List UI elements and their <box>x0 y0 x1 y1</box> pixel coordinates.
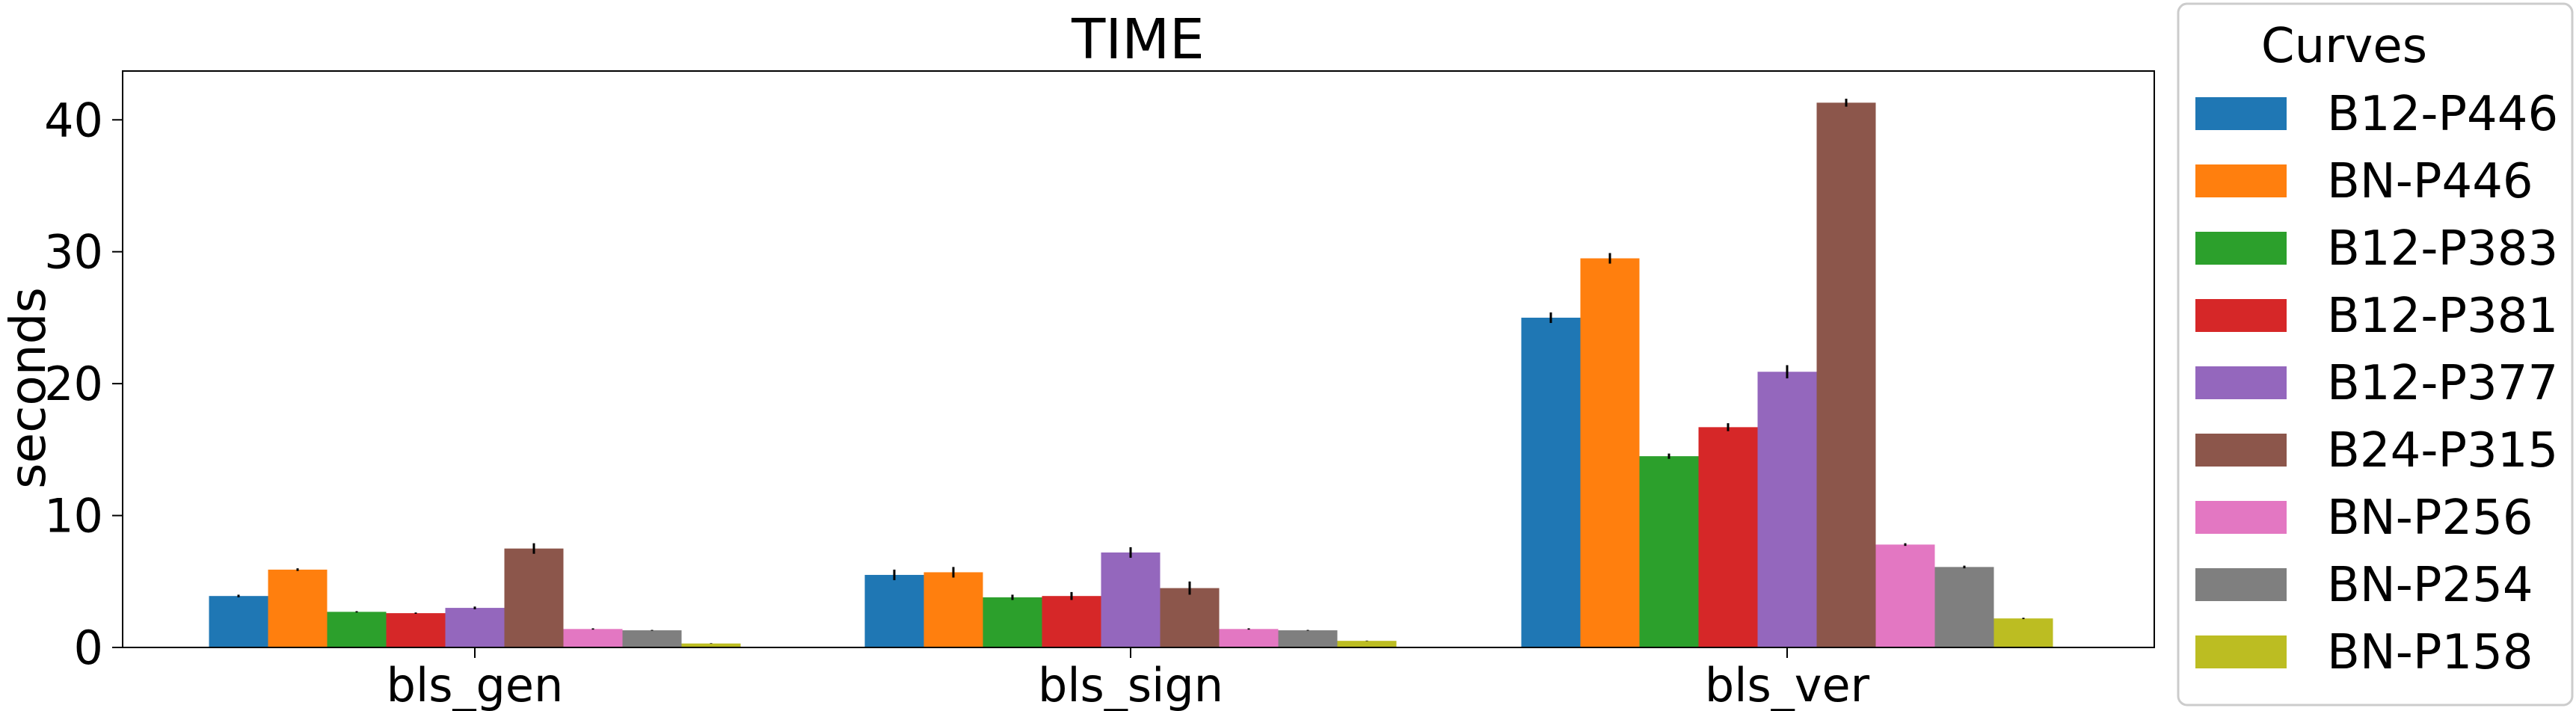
legend-label: B24-P315 <box>2327 423 2558 478</box>
bar-b12-p446-bls-ver <box>1521 317 1581 647</box>
plot-area: 0 10 20 30 40 bls_gen bls_sign bls_ver <box>44 70 2155 711</box>
legend-item-b24-p315: B24-P315 <box>2195 423 2558 478</box>
bar-bn-p158-bls-ver <box>1994 618 2053 647</box>
legend-label: B12-P377 <box>2327 356 2558 411</box>
legend-label: BN-P158 <box>2327 625 2533 680</box>
bar-bn-p254-bls-gen <box>622 630 682 647</box>
bar-bn-p158-bls-sign <box>1337 641 1397 647</box>
y-axis-label: seconds <box>0 287 57 489</box>
bar-b12-p383-bls-sign <box>983 597 1042 647</box>
bar-b12-p383-bls-gen <box>327 612 387 647</box>
x-tick-label: bls_ver <box>1705 658 1870 711</box>
x-tick-label: bls_sign <box>1038 658 1223 711</box>
bar-b24-p315-bls-gen <box>504 548 564 647</box>
bar-bn-p446-bls-ver <box>1580 258 1640 647</box>
y-tick-label: 20 <box>44 357 103 411</box>
bar-bn-p446-bls-sign <box>923 572 983 647</box>
legend-swatch <box>2195 97 2287 130</box>
bar-bn-p256-bls-ver <box>1875 544 1935 647</box>
legend-label: B12-P446 <box>2327 87 2558 142</box>
legend-item-b12-p381: B12-P381 <box>2195 289 2558 344</box>
legend-item-bn-p446: BN-P446 <box>2195 154 2533 209</box>
legend-label: BN-P256 <box>2327 490 2533 546</box>
legend-swatch <box>2195 434 2287 467</box>
bar-b12-p377-bls-ver <box>1757 372 1817 647</box>
legend-title: Curves <box>2261 19 2427 74</box>
legend-swatch <box>2195 501 2287 534</box>
legend-item-b12-p446: B12-P446 <box>2195 87 2558 142</box>
y-tick-label: 10 <box>44 489 103 544</box>
bar-b12-p381-bls-sign <box>1042 596 1101 647</box>
bar-b12-p381-bls-ver <box>1698 427 1758 647</box>
legend-swatch <box>2195 568 2287 601</box>
bar-group <box>209 102 2053 647</box>
bar-bn-p254-bls-ver <box>1934 567 1994 647</box>
bar-bn-p256-bls-gen <box>563 629 623 647</box>
y-axis: 0 10 20 30 40 <box>44 93 123 675</box>
bar-b12-p446-bls-gen <box>209 596 268 647</box>
legend-swatch <box>2195 635 2287 668</box>
y-tick-label: 30 <box>44 225 103 280</box>
x-tick-label: bls_gen <box>387 658 564 711</box>
legend: Curves B12-P446BN-P446B12-P383B12-P381B1… <box>2177 2 2574 707</box>
bar-b24-p315-bls-ver <box>1816 102 1876 647</box>
x-axis: bls_gen bls_sign bls_ver <box>387 647 1870 711</box>
bar-bn-p446-bls-gen <box>268 569 328 647</box>
chart-title: TIME <box>1071 7 1205 72</box>
legend-swatch <box>2195 232 2287 265</box>
legend-swatch <box>2195 366 2287 399</box>
legend-item-bn-p158: BN-P158 <box>2195 625 2533 680</box>
bar-bn-p256-bls-sign <box>1219 629 1279 647</box>
legend-items: B12-P446 BN-P446 B12-P383 B12-P381 B12-P377 B… <box>2195 87 2558 680</box>
bar-b12-p381-bls-gen <box>386 613 446 647</box>
plot-frame <box>122 70 2155 648</box>
legend-item-bn-p256: BN-P256 <box>2195 490 2533 546</box>
y-tick-label: 0 <box>74 621 103 675</box>
legend-label: BN-P446 <box>2327 154 2533 209</box>
bar-bn-p158-bls-gen <box>681 643 741 647</box>
bar-bn-p254-bls-sign <box>1278 630 1338 647</box>
legend-label: BN-P254 <box>2327 558 2533 613</box>
legend-swatch <box>2195 164 2287 197</box>
bar-b12-p446-bls-sign <box>864 574 924 647</box>
bar-b12-p383-bls-ver <box>1639 456 1699 647</box>
bar-b24-p315-bls-sign <box>1160 588 1220 647</box>
legend-item-b12-p383: B12-P383 <box>2195 221 2558 277</box>
error-bar-group <box>237 99 2025 644</box>
y-tick-label: 40 <box>44 93 103 147</box>
legend-label: B12-P383 <box>2327 221 2558 277</box>
legend-item-b12-p377: B12-P377 <box>2195 356 2558 411</box>
legend-label: B12-P381 <box>2327 289 2558 344</box>
legend-swatch <box>2195 299 2287 332</box>
legend-item-bn-p254: BN-P254 <box>2195 558 2533 613</box>
bar-b12-p377-bls-gen <box>445 608 505 647</box>
bar-b12-p377-bls-sign <box>1101 552 1161 647</box>
